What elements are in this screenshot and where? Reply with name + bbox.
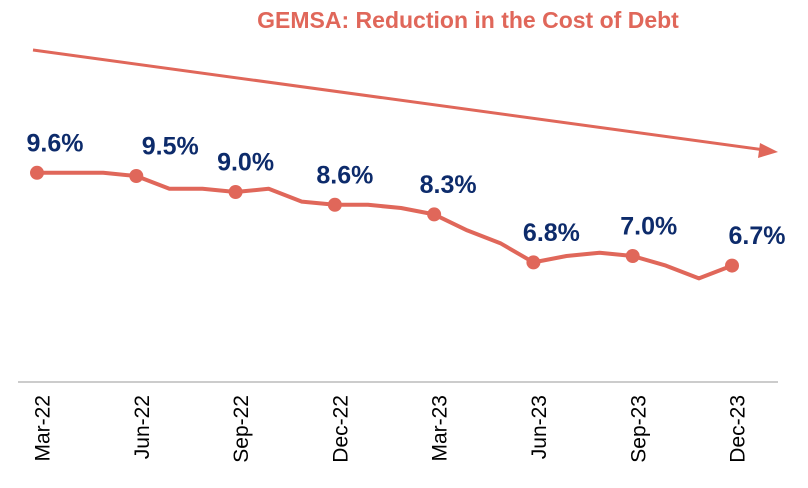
marker xyxy=(526,255,541,270)
marker xyxy=(228,185,243,199)
data-label: 9.6% xyxy=(27,129,84,157)
data-label: 9.5% xyxy=(142,133,199,161)
arrow-head xyxy=(758,143,778,158)
x-tick-label: Dec-22 xyxy=(329,395,352,463)
data-label: 9.0% xyxy=(217,149,274,177)
data-label: 7.0% xyxy=(620,213,677,241)
marker xyxy=(129,169,144,183)
trend-arrow xyxy=(32,48,766,152)
x-tick-label: Mar-23 xyxy=(429,395,452,462)
line xyxy=(37,170,733,281)
data-label: 8.6% xyxy=(316,161,373,189)
x-tick-label: Jun-22 xyxy=(131,395,154,459)
marker xyxy=(625,249,640,263)
x-tick-label: Sep-22 xyxy=(230,395,253,463)
x-tick-label: Mar-22 xyxy=(32,395,55,462)
marker xyxy=(30,165,44,180)
data-label: 6.8% xyxy=(523,219,580,247)
data-label: 6.7% xyxy=(729,222,786,250)
x-tick-label: Sep-23 xyxy=(627,395,650,463)
marker xyxy=(327,197,342,212)
data-label: 8.3% xyxy=(420,171,477,199)
chart-title: GEMSA: Reduction in the Cost of Debt xyxy=(257,7,679,33)
x-tick-label: Dec-23 xyxy=(727,395,750,463)
marker xyxy=(725,258,739,273)
marker xyxy=(427,207,442,222)
x-tick-label: Jun-23 xyxy=(528,395,551,459)
